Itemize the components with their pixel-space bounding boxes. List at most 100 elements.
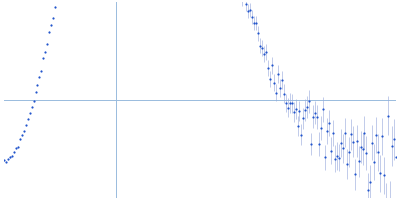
- Point: [363, 152, 370, 155]
- Point: [46, 30, 52, 33]
- Point: [251, 21, 257, 25]
- Point: [338, 141, 344, 145]
- Point: [371, 160, 378, 164]
- Point: [393, 155, 399, 159]
- Point: [276, 87, 283, 90]
- Point: [302, 108, 308, 111]
- Point: [284, 106, 291, 109]
- Point: [24, 117, 31, 120]
- Point: [290, 111, 297, 114]
- Point: [38, 69, 45, 72]
- Point: [273, 91, 279, 94]
- Point: [239, 0, 246, 2]
- Point: [298, 133, 305, 136]
- Point: [265, 66, 271, 69]
- Point: [330, 132, 336, 135]
- Point: [18, 133, 25, 137]
- Point: [44, 42, 50, 45]
- Point: [373, 134, 380, 137]
- Point: [280, 92, 287, 95]
- Point: [344, 162, 350, 166]
- Point: [14, 145, 21, 148]
- Point: [34, 83, 41, 86]
- Point: [267, 77, 273, 81]
- Point: [389, 144, 395, 148]
- Point: [310, 115, 316, 118]
- Point: [312, 111, 318, 114]
- Point: [22, 124, 29, 127]
- Point: [308, 142, 314, 146]
- Point: [316, 142, 322, 146]
- Point: [32, 90, 39, 93]
- Point: [369, 141, 376, 144]
- Point: [245, 9, 252, 13]
- Point: [7, 155, 13, 158]
- Point: [352, 173, 358, 176]
- Point: [365, 189, 372, 192]
- Point: [304, 106, 310, 109]
- Point: [52, 5, 58, 9]
- Point: [48, 24, 54, 27]
- Point: [334, 155, 340, 158]
- Point: [9, 154, 15, 157]
- Point: [271, 81, 277, 84]
- Point: [26, 112, 33, 115]
- Point: [16, 138, 23, 141]
- Point: [336, 156, 342, 159]
- Point: [375, 151, 382, 154]
- Point: [282, 101, 289, 105]
- Point: [54, 0, 60, 1]
- Point: [361, 131, 368, 134]
- Point: [354, 139, 360, 143]
- Point: [259, 46, 265, 50]
- Point: [269, 64, 275, 67]
- Point: [36, 75, 43, 78]
- Point: [257, 44, 263, 47]
- Point: [42, 50, 48, 53]
- Point: [328, 149, 334, 152]
- Point: [357, 145, 364, 149]
- Point: [3, 160, 9, 163]
- Point: [355, 160, 362, 163]
- Point: [243, 3, 250, 6]
- Point: [263, 50, 269, 54]
- Point: [326, 122, 332, 125]
- Point: [346, 150, 352, 153]
- Point: [340, 147, 346, 150]
- Point: [314, 116, 320, 119]
- Point: [359, 147, 366, 151]
- Point: [249, 15, 256, 19]
- Point: [391, 138, 397, 141]
- Point: [322, 156, 328, 159]
- Point: [13, 147, 19, 150]
- Point: [296, 109, 303, 113]
- Point: [278, 78, 285, 81]
- Point: [50, 16, 56, 19]
- Point: [381, 174, 387, 177]
- Point: [342, 131, 348, 134]
- Point: [377, 172, 384, 175]
- Point: [332, 157, 338, 160]
- Point: [275, 72, 281, 76]
- Point: [261, 52, 267, 56]
- Point: [387, 199, 393, 200]
- Point: [255, 32, 261, 35]
- Point: [324, 129, 330, 133]
- Point: [350, 140, 356, 143]
- Point: [292, 108, 299, 111]
- Point: [20, 130, 27, 133]
- Point: [306, 100, 312, 103]
- Point: [294, 124, 301, 128]
- Point: [286, 101, 293, 105]
- Point: [11, 150, 17, 153]
- Point: [247, 8, 254, 11]
- Point: [30, 100, 37, 103]
- Point: [288, 102, 295, 105]
- Point: [1, 159, 7, 162]
- Point: [318, 126, 324, 129]
- Point: [253, 21, 259, 25]
- Point: [379, 135, 386, 138]
- Point: [320, 108, 326, 111]
- Point: [28, 105, 35, 108]
- Point: [300, 117, 307, 120]
